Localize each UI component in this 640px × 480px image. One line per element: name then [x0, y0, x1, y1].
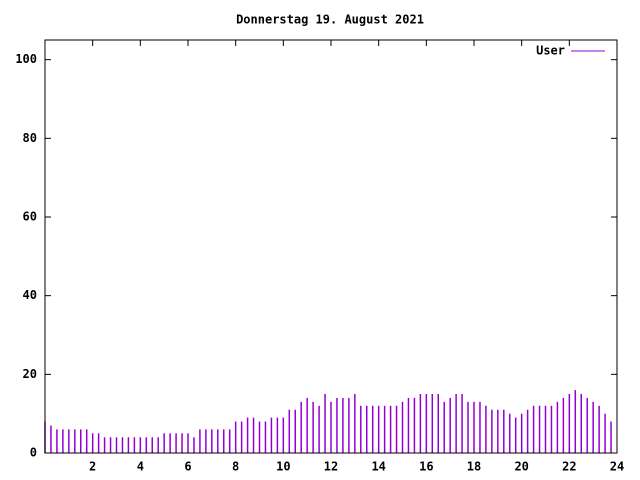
y-tick-label: 0	[30, 446, 37, 460]
legend-label: User	[536, 44, 565, 58]
y-tick-label: 100	[15, 52, 37, 66]
x-tick-label: 16	[419, 460, 433, 474]
x-tick-label: 10	[276, 460, 290, 474]
plot-border	[44, 39, 618, 454]
y-tick-label: 60	[23, 210, 37, 224]
x-tick-label: 6	[184, 460, 191, 474]
x-tick-label: 12	[324, 460, 338, 474]
y-tick-label: 40	[23, 288, 37, 302]
x-tick-label: 24	[610, 460, 624, 474]
x-tick-label: 4	[137, 460, 144, 474]
x-tick-label: 18	[467, 460, 481, 474]
x-tick-label: 2	[89, 460, 96, 474]
x-tick-label: 14	[371, 460, 385, 474]
chart-title: Donnerstag 19. August 2021	[236, 13, 424, 27]
x-tick-label: 22	[562, 460, 576, 474]
y-tick-label: 20	[23, 367, 37, 381]
y-tick-label: 80	[23, 131, 37, 145]
x-tick-label: 20	[514, 460, 528, 474]
x-tick-label: 8	[232, 460, 239, 474]
